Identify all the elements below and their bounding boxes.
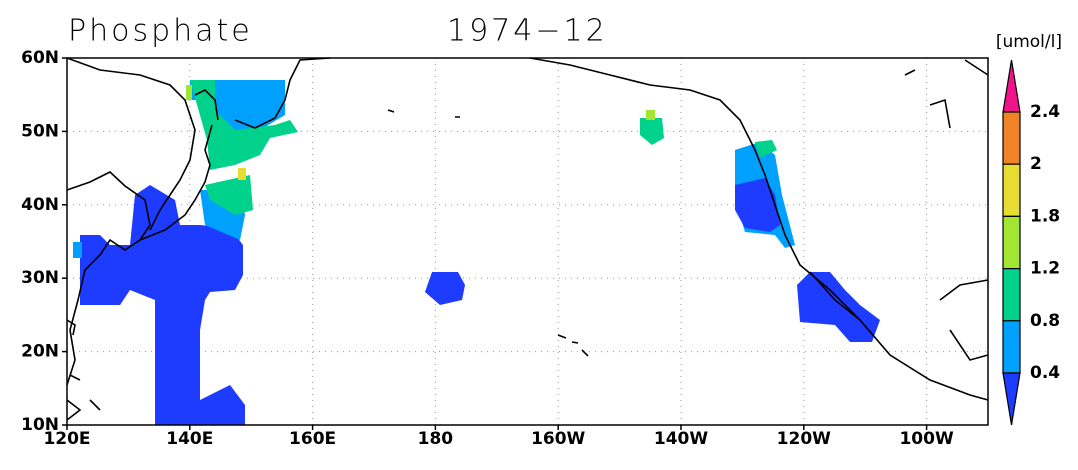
colorbar-segment: [1002, 59, 1021, 113]
lon-label: 160W: [531, 429, 585, 449]
lat-label: 10N: [21, 415, 59, 435]
date: 1974−12: [447, 14, 608, 49]
colorbar-segment: [1002, 268, 1021, 322]
colorbar-label: 2: [1030, 154, 1042, 174]
colorbar-label: 0.8: [1030, 311, 1060, 331]
colorbar-label: 0.4: [1030, 363, 1060, 383]
lat-label: 40N: [21, 195, 59, 215]
colorbar-label: 1.2: [1030, 259, 1060, 279]
colorbar-segment: [1002, 215, 1021, 270]
colorbar-segment: [1002, 372, 1021, 426]
lat-label: 50N: [21, 121, 59, 141]
lon-label: 180: [418, 429, 454, 449]
title: Phosphate: [68, 14, 253, 49]
lon-label: 120E: [43, 429, 90, 449]
lon-label: 140E: [166, 429, 213, 449]
lat-label: 20N: [21, 342, 59, 362]
map-frame: [66, 57, 989, 426]
lon-label: 120W: [777, 429, 831, 449]
colorbar-segment: [1002, 111, 1021, 165]
lon-label: 160E: [289, 429, 336, 449]
lon-label: 140W: [654, 429, 708, 449]
colorbar-segment: [1002, 163, 1021, 217]
colorbar: 2.4 2 1.8 1.2 0.8 0.4: [1002, 59, 1060, 426]
unit: [umol/l]: [996, 32, 1062, 52]
colorbar-segment: [1002, 320, 1021, 374]
coastlines: [66, 57, 989, 421]
colorbar-label: 1.8: [1030, 206, 1060, 226]
lat-label: 60N: [21, 48, 59, 68]
lat-label: 30N: [21, 268, 59, 288]
concentration-patches: [73, 80, 880, 425]
lon-label: 100W: [899, 429, 953, 449]
colorbar-label: 2.4: [1030, 102, 1060, 122]
